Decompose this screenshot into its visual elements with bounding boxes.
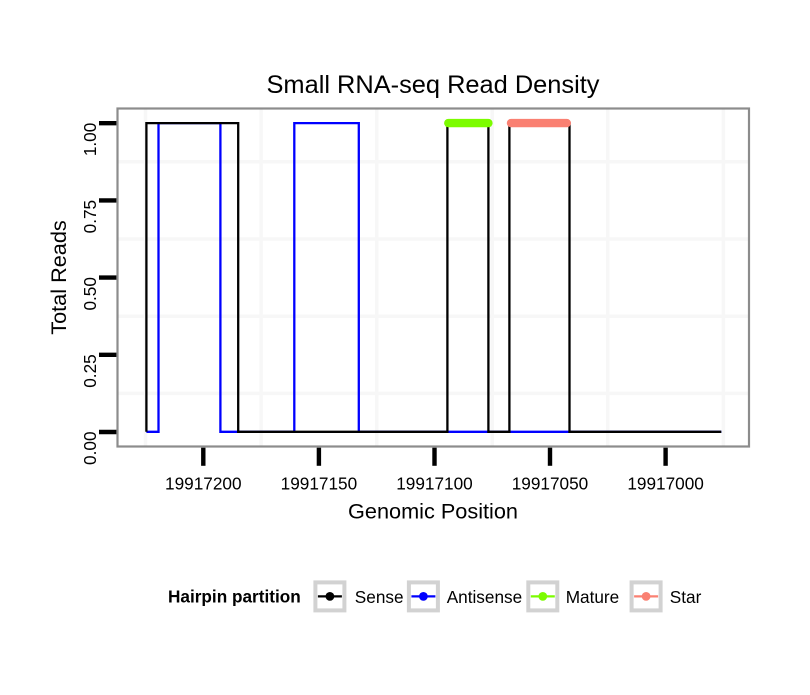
svg-text:19917050: 19917050 [512, 474, 588, 494]
svg-text:19917200: 19917200 [165, 474, 241, 494]
svg-text:Genomic Position: Genomic Position [348, 499, 518, 524]
svg-text:Small RNA-seq Read Density: Small RNA-seq Read Density [266, 71, 599, 99]
svg-text:19917150: 19917150 [281, 474, 357, 494]
svg-text:19917000: 19917000 [627, 474, 703, 494]
svg-text:Hairpin partition: Hairpin partition [168, 587, 301, 607]
svg-text:Mature: Mature [566, 587, 620, 607]
svg-text:Sense: Sense [355, 587, 404, 607]
svg-text:Total Reads: Total Reads [46, 220, 71, 335]
svg-text:0.25: 0.25 [80, 354, 100, 387]
svg-text:0.75: 0.75 [80, 200, 100, 233]
svg-text:Antisense: Antisense [447, 587, 522, 607]
svg-text:19917100: 19917100 [396, 474, 472, 494]
svg-text:0.50: 0.50 [80, 277, 100, 310]
svg-text:Star: Star [670, 587, 702, 607]
svg-text:1.00: 1.00 [80, 123, 100, 156]
svg-text:0.00: 0.00 [80, 432, 100, 465]
